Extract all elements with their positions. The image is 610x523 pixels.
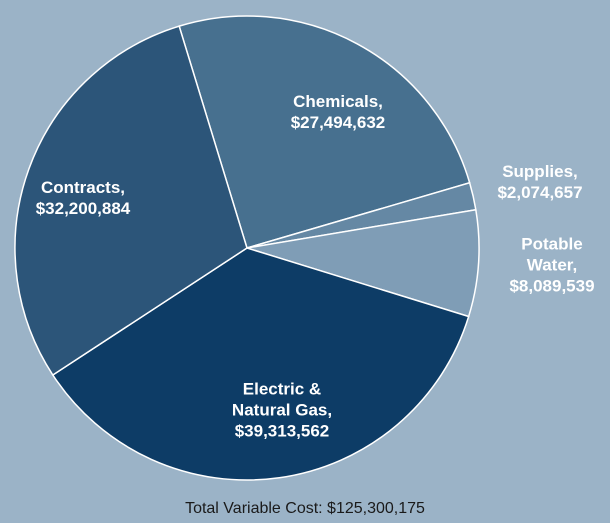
slice-label: Chemicals, $27,494,632	[258, 91, 418, 133]
value-label: $27,494,632	[290, 113, 386, 132]
category-label: Potable Water,	[521, 234, 583, 275]
slice-label: Potable Water, $8,089,539	[507, 234, 597, 297]
annotation: Total Variable Cost: $125,300,175	[185, 500, 425, 517]
slice-label: Supplies, $2,074,657	[480, 161, 600, 203]
pie-slice	[246, 208, 480, 318]
value-label: $8,089,539	[509, 276, 595, 296]
value-label: $32,200,884	[35, 199, 131, 218]
slice-label: Contracts, $32,200,884	[8, 177, 158, 219]
category-label: Contracts,	[40, 178, 126, 197]
category-label: Electric & Natural Gas,	[231, 379, 333, 420]
pie-slice	[14, 25, 248, 377]
category-label: Supplies,	[502, 162, 578, 181]
pie-slice	[178, 15, 471, 249]
pie-slice	[51, 247, 470, 481]
category-label: Chemicals,	[293, 92, 383, 111]
value-label: $2,074,657	[497, 183, 583, 202]
slice-label: Electric & Natural Gas, $39,313,562	[212, 379, 352, 442]
value-label: $39,313,562	[234, 421, 330, 441]
